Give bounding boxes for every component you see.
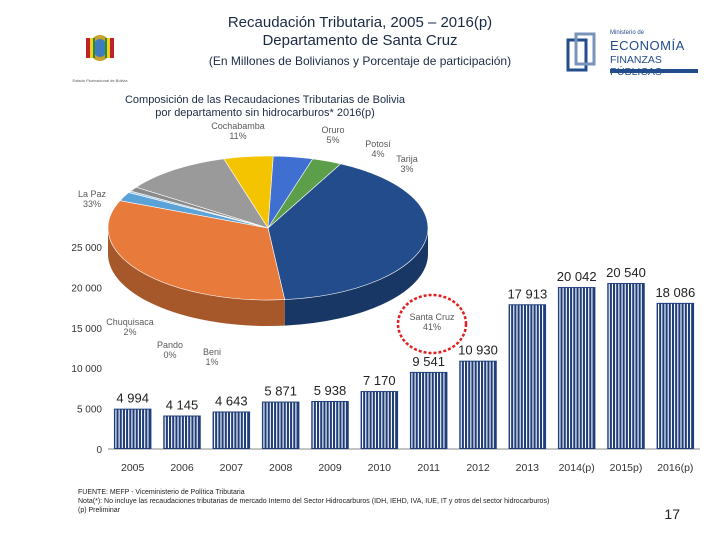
pie-label-percent: 0%	[163, 350, 176, 360]
ministry-label-line1: Ministerio de	[610, 30, 645, 36]
santa-cruz-highlight-circle	[396, 293, 468, 355]
bolivia-coat-of-arms-logo	[78, 30, 122, 76]
data-label: 5 871	[264, 384, 297, 399]
pie-title-line2: por departamento sin hidrocarburos* 2016…	[155, 107, 375, 119]
ministry-label-line2: ECONOMÍA	[610, 38, 685, 53]
bar	[212, 411, 251, 449]
pie-title-line1: Composición de las Recaudaciones Tributa…	[124, 94, 406, 106]
pie-label-percent: 1%	[205, 357, 218, 367]
data-label: 5 938	[314, 383, 347, 398]
pie-slice-santa-cruz	[267, 163, 429, 300]
pie-label-name: Santa Cruz	[409, 312, 455, 322]
y-tick-label: 10 000	[71, 364, 102, 375]
footer-preliminary: (p) Preliminar	[78, 507, 121, 514]
pie-label-percent: 4%	[371, 149, 384, 159]
x-tick-label: 2006	[170, 462, 194, 474]
bar	[508, 304, 547, 449]
pie-label-name: Oruro	[321, 125, 344, 135]
x-tick-label: 2014(p)	[559, 462, 595, 474]
pie-label-name: Cochabamba	[211, 121, 265, 131]
pie-label-name: La Paz	[78, 189, 107, 199]
pie-label-name: Potosí	[365, 139, 391, 149]
pie-label-percent: 2%	[123, 327, 136, 337]
page-subtitle-units: (En Millones de Bolivianos y Porcentaje …	[208, 54, 512, 68]
pie-slice-cochabamba	[135, 158, 269, 229]
page-title: Recaudación Tributaria, 2005 – 2016(p)	[227, 14, 493, 31]
bar	[409, 371, 448, 449]
x-tick-label: 2010	[368, 462, 392, 474]
pie-label-name: Beni	[203, 347, 221, 357]
data-label: 17 913	[507, 286, 547, 301]
x-tick-label: 2008	[269, 462, 293, 474]
data-label: 7 170	[363, 373, 396, 388]
data-label: 20 540	[606, 265, 646, 280]
pie-label-percent: 11%	[229, 131, 246, 141]
page-number: 17	[664, 506, 680, 522]
ministry-logo-bar	[610, 69, 698, 73]
pie-label-percent: 41%	[423, 322, 441, 332]
x-tick-label: 2009	[318, 462, 342, 474]
left-logo-label: Estado Plurinacional de Bolivia	[72, 78, 128, 83]
bar	[557, 287, 596, 449]
page-subtitle-department: Departamento de Santa Cruz	[262, 32, 458, 49]
data-label: 18 086	[655, 285, 695, 300]
ministry-logo: Ministerio de ECONOMÍA FINANZAS PÚBLICAS	[566, 30, 700, 78]
y-tick-label: 15 000	[71, 324, 102, 335]
x-tick-label: 2005	[121, 462, 145, 474]
bar	[459, 360, 497, 449]
pie-slice-la-paz	[107, 200, 286, 301]
footer-source: FUENTE: MEFP - Viceministerio de Polític…	[78, 489, 245, 496]
pie-label-name: Chuquisaca	[106, 317, 154, 327]
bar	[261, 401, 300, 449]
bar	[311, 401, 349, 449]
x-tick-label: 2015p)	[610, 462, 643, 474]
x-tick-label: 2013	[516, 462, 540, 474]
data-label: 20 042	[557, 269, 597, 284]
pie-label-percent: 5%	[326, 135, 339, 145]
ministry-emblem-icon	[566, 32, 596, 72]
pie-slice-side	[284, 228, 428, 326]
data-label: 4 145	[166, 398, 199, 413]
data-label: 10 930	[458, 343, 498, 358]
x-tick-label: 2012	[466, 462, 490, 474]
x-tick-label: 2011	[417, 462, 440, 474]
pie-slice-tarija	[267, 158, 342, 229]
pie-label-percent: 33%	[83, 199, 101, 209]
data-label: 4 643	[215, 393, 248, 408]
data-label: 4 994	[116, 391, 149, 406]
y-tick-label: 20 000	[71, 283, 102, 294]
pie-label-name: Tarija	[396, 154, 418, 164]
y-tick-label: 5 000	[77, 405, 102, 416]
bar	[360, 391, 399, 449]
x-tick-label: 2016(p)	[657, 462, 693, 474]
y-tick-label: 25 000	[71, 243, 102, 254]
x-tick-label: 2007	[220, 462, 244, 474]
bar	[113, 408, 152, 449]
bar	[607, 283, 645, 449]
pie-label-percent: 3%	[400, 164, 413, 174]
bar	[656, 302, 695, 449]
bar	[163, 415, 201, 449]
pie-slice-side	[108, 228, 285, 326]
coat-of-arms-icon	[86, 35, 114, 61]
footer-note: Nota(*): No incluye las recaudaciones tr…	[78, 498, 550, 505]
y-tick-label: 0	[96, 445, 102, 456]
pie-label-name: Pando	[157, 340, 183, 350]
data-label: 9 541	[412, 354, 445, 369]
